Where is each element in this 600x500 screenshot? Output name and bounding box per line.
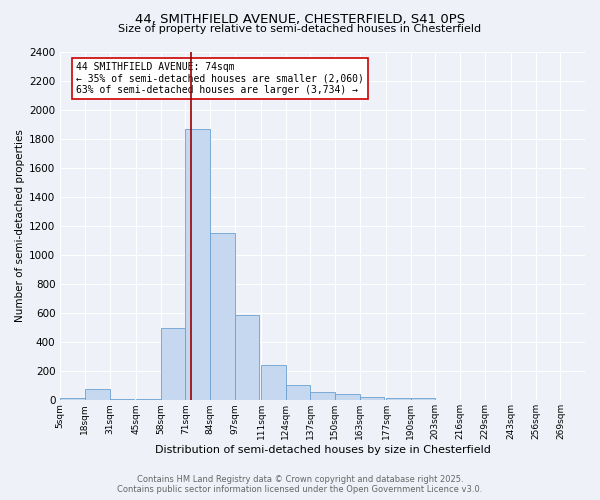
Y-axis label: Number of semi-detached properties: Number of semi-detached properties [15, 130, 25, 322]
Bar [411, 398, 436, 400]
Bar [185, 128, 210, 400]
Text: 44, SMITHFIELD AVENUE, CHESTERFIELD, S41 0PS: 44, SMITHFIELD AVENUE, CHESTERFIELD, S41… [135, 12, 465, 26]
Bar [286, 385, 310, 400]
Text: Contains HM Land Registry data © Crown copyright and database right 2025.
Contai: Contains HM Land Registry data © Crown c… [118, 474, 482, 494]
Bar [359, 396, 384, 400]
Bar [60, 398, 85, 400]
Bar [161, 328, 185, 400]
Bar [386, 398, 411, 400]
Text: 44 SMITHFIELD AVENUE: 74sqm
← 35% of semi-detached houses are smaller (2,060)
63: 44 SMITHFIELD AVENUE: 74sqm ← 35% of sem… [76, 62, 364, 95]
Bar [136, 399, 161, 400]
Bar [335, 394, 359, 400]
Text: Size of property relative to semi-detached houses in Chesterfield: Size of property relative to semi-detach… [118, 24, 482, 34]
Bar [261, 364, 286, 400]
Bar [235, 314, 259, 400]
Bar [210, 233, 235, 400]
Bar [110, 399, 134, 400]
Bar [85, 390, 110, 400]
Bar [310, 392, 335, 400]
X-axis label: Distribution of semi-detached houses by size in Chesterfield: Distribution of semi-detached houses by … [155, 445, 491, 455]
